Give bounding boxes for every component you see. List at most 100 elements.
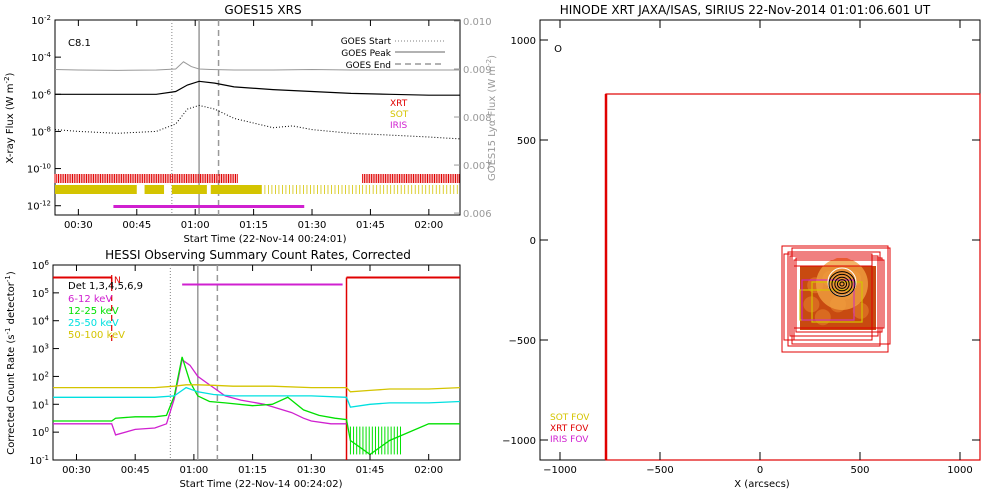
xrt-x-label: X (arcsecs) (734, 479, 790, 490)
legend-xrt: XRT (390, 99, 408, 109)
xrt-contour (828, 271, 856, 297)
xrt-x-tick-label: 1000 (947, 465, 972, 476)
hessi-y-tick-label: 106 (32, 259, 50, 272)
legend-sot-fov: SOT FOV (550, 413, 590, 423)
series-6-12-kev (53, 358, 347, 436)
xrt-x-axis: −1000 −500 0 500 1000 (543, 20, 973, 476)
hessi-x-label: Start Time (22-Nov-14 00:24:02) (179, 479, 342, 490)
goes-y-tick-label: 10-12 (27, 200, 51, 213)
xrt-contour (831, 273, 853, 295)
xrt-contour (834, 276, 850, 292)
legend-iris: IRIS (390, 121, 408, 131)
attenuator-marker: N (114, 276, 121, 286)
legend-goes-end: GOES End (346, 61, 391, 71)
goes-legend: GOES Start GOES Peak GOES End (341, 37, 445, 71)
hessi-y-tick-label: 10-1 (29, 454, 49, 467)
goes-y2-tick-label: 0.009 (463, 65, 492, 76)
xrt-image-speckle (852, 302, 869, 319)
legend-xrt-fov: XRT FOV (550, 424, 589, 434)
legend-6-12-kev: 6-12 keV (68, 294, 112, 305)
sot-coverage-bar (171, 185, 207, 194)
goes-y-tick-label: 10-4 (31, 51, 51, 64)
legend-sot: SOT (390, 110, 409, 120)
goes-y-label: X-ray Flux (W m-2) (3, 72, 16, 163)
series-25-50-kev (53, 386, 461, 408)
xrt-panel: HINODE XRT JAXA/ISAS, SIRIUS 22-Nov-2014… (502, 3, 981, 490)
xrt-y-tick-label: 500 (517, 136, 536, 147)
hessi-plot-content (53, 265, 461, 460)
goes-y2-tick-label: 0.008 (463, 113, 492, 124)
xrt-small-fov (791, 247, 891, 345)
hessi-y-axis: 106 105 104 103 102 101 100 10-1 (29, 259, 59, 467)
hessi-x-tick-label: 00:45 (121, 465, 150, 476)
goes-y-tick-label: 10-8 (31, 125, 51, 138)
sot-fov (811, 281, 863, 323)
goes-x-axis: 00:30 00:45 01:00 01:15 01:30 01:45 02:00 (64, 20, 443, 231)
flare-class-label: C8.1 (68, 38, 91, 49)
hessi-plot-area (52, 264, 461, 461)
series-50-100-kev (53, 384, 461, 393)
iris-coverage-bar (113, 205, 305, 208)
xrt-bright-core (816, 258, 868, 310)
sot-coverage-bar (55, 185, 137, 194)
xrt-small-fov (789, 255, 879, 337)
hessi-title: HESSI Observing Summary Count Rates, Cor… (105, 248, 411, 262)
goes-y-tick-label: 10-2 (31, 14, 51, 27)
xrt-x-tick-label: 0 (757, 465, 763, 476)
xrt-origin-marker: O (554, 44, 562, 55)
xrt-plot-content (604, 93, 981, 461)
xrt-small-fov (793, 265, 873, 341)
legend-50-100-kev: 50-100 keV (68, 330, 125, 341)
hessi-y-tick-label: 105 (32, 287, 49, 300)
hessi-panel: HESSI Observing Summary Count Rates, Cor… (4, 248, 461, 490)
goes-y2-axis: 0.010 0.009 0.008 0.007 0.006 (454, 17, 492, 220)
xrt-plot-area (539, 19, 981, 461)
xrt-small-fov (787, 251, 881, 347)
goes-short-series (54, 104, 461, 140)
hessi-legend: Det 1,3,4,5,6,9 6-12 keV 12-25 keV 25-50… (68, 281, 143, 341)
instrument-legend: XRT SOT IRIS (390, 99, 409, 131)
hessi-legend-title: Det 1,3,4,5,6,9 (68, 281, 143, 292)
hessi-x-axis: 00:30 00:45 01:00 01:15 01:30 01:45 02:00 (62, 265, 443, 476)
goes-x-tick-label: 01:00 (181, 220, 210, 231)
xrt-y-tick-label: −500 (509, 336, 536, 347)
legend-25-50-kev: 25-50 keV (68, 318, 119, 329)
goes-plot-content (54, 20, 461, 215)
goes-x-tick-label: 00:30 (64, 220, 93, 231)
hessi-x-tick-label: 01:00 (179, 465, 208, 476)
hessi-y-tick-label: 102 (32, 370, 49, 383)
hessi-y-tick-label: 100 (32, 426, 49, 439)
lyman-alpha-series (54, 61, 460, 71)
hessi-y-tick-label: 104 (32, 315, 50, 328)
hessi-x-tick-label: 01:30 (297, 465, 326, 476)
xrt-y-tick-label: −1000 (502, 436, 536, 447)
legend-iris-fov: IRIS FOV (550, 435, 589, 445)
xrt-image-speckle (814, 309, 831, 326)
goes-long-series (55, 80, 460, 96)
legend-goes-peak: GOES Peak (341, 49, 391, 59)
sot-coverage-bar (144, 185, 165, 194)
goes-y-tick-label: 10-6 (31, 88, 51, 101)
hessi-y-tick-label: 103 (32, 343, 49, 356)
xrt-contour (836, 279, 848, 289)
sot-coverage-bar (210, 185, 262, 194)
legend-12-25-kev: 12-25 keV (68, 306, 119, 317)
goes-x-label: Start Time (22-Nov-14 00:24:01) (183, 234, 346, 245)
xrt-y-axis: 1000 500 0 −500 −1000 (502, 36, 980, 447)
goes-y2-tick-label: 0.007 (463, 161, 492, 172)
xrt-y-tick-label: 1000 (511, 36, 536, 47)
xrt-y-tick-label: 0 (530, 236, 536, 247)
hessi-x-tick-label: 01:45 (356, 465, 385, 476)
goes-x-tick-label: 02:00 (414, 220, 443, 231)
goes-y2-tick-label: 0.010 (463, 17, 492, 28)
xrt-small-fov (781, 245, 889, 353)
hessi-y-tick-label: 101 (32, 398, 49, 411)
hessi-y-label: Corrected Count Rate (s-1 detector-1) (4, 271, 17, 455)
goes-x-tick-label: 01:15 (239, 220, 268, 231)
xrt-small-fov (795, 257, 883, 333)
fov-legend: SOT FOV XRT FOV IRIS FOV (550, 413, 590, 445)
xrt-title: HINODE XRT JAXA/ISAS, SIRIUS 22-Nov-2014… (560, 3, 931, 17)
goes-y2-tick-label: 0.006 (463, 209, 492, 220)
xrt-contour (839, 281, 845, 287)
